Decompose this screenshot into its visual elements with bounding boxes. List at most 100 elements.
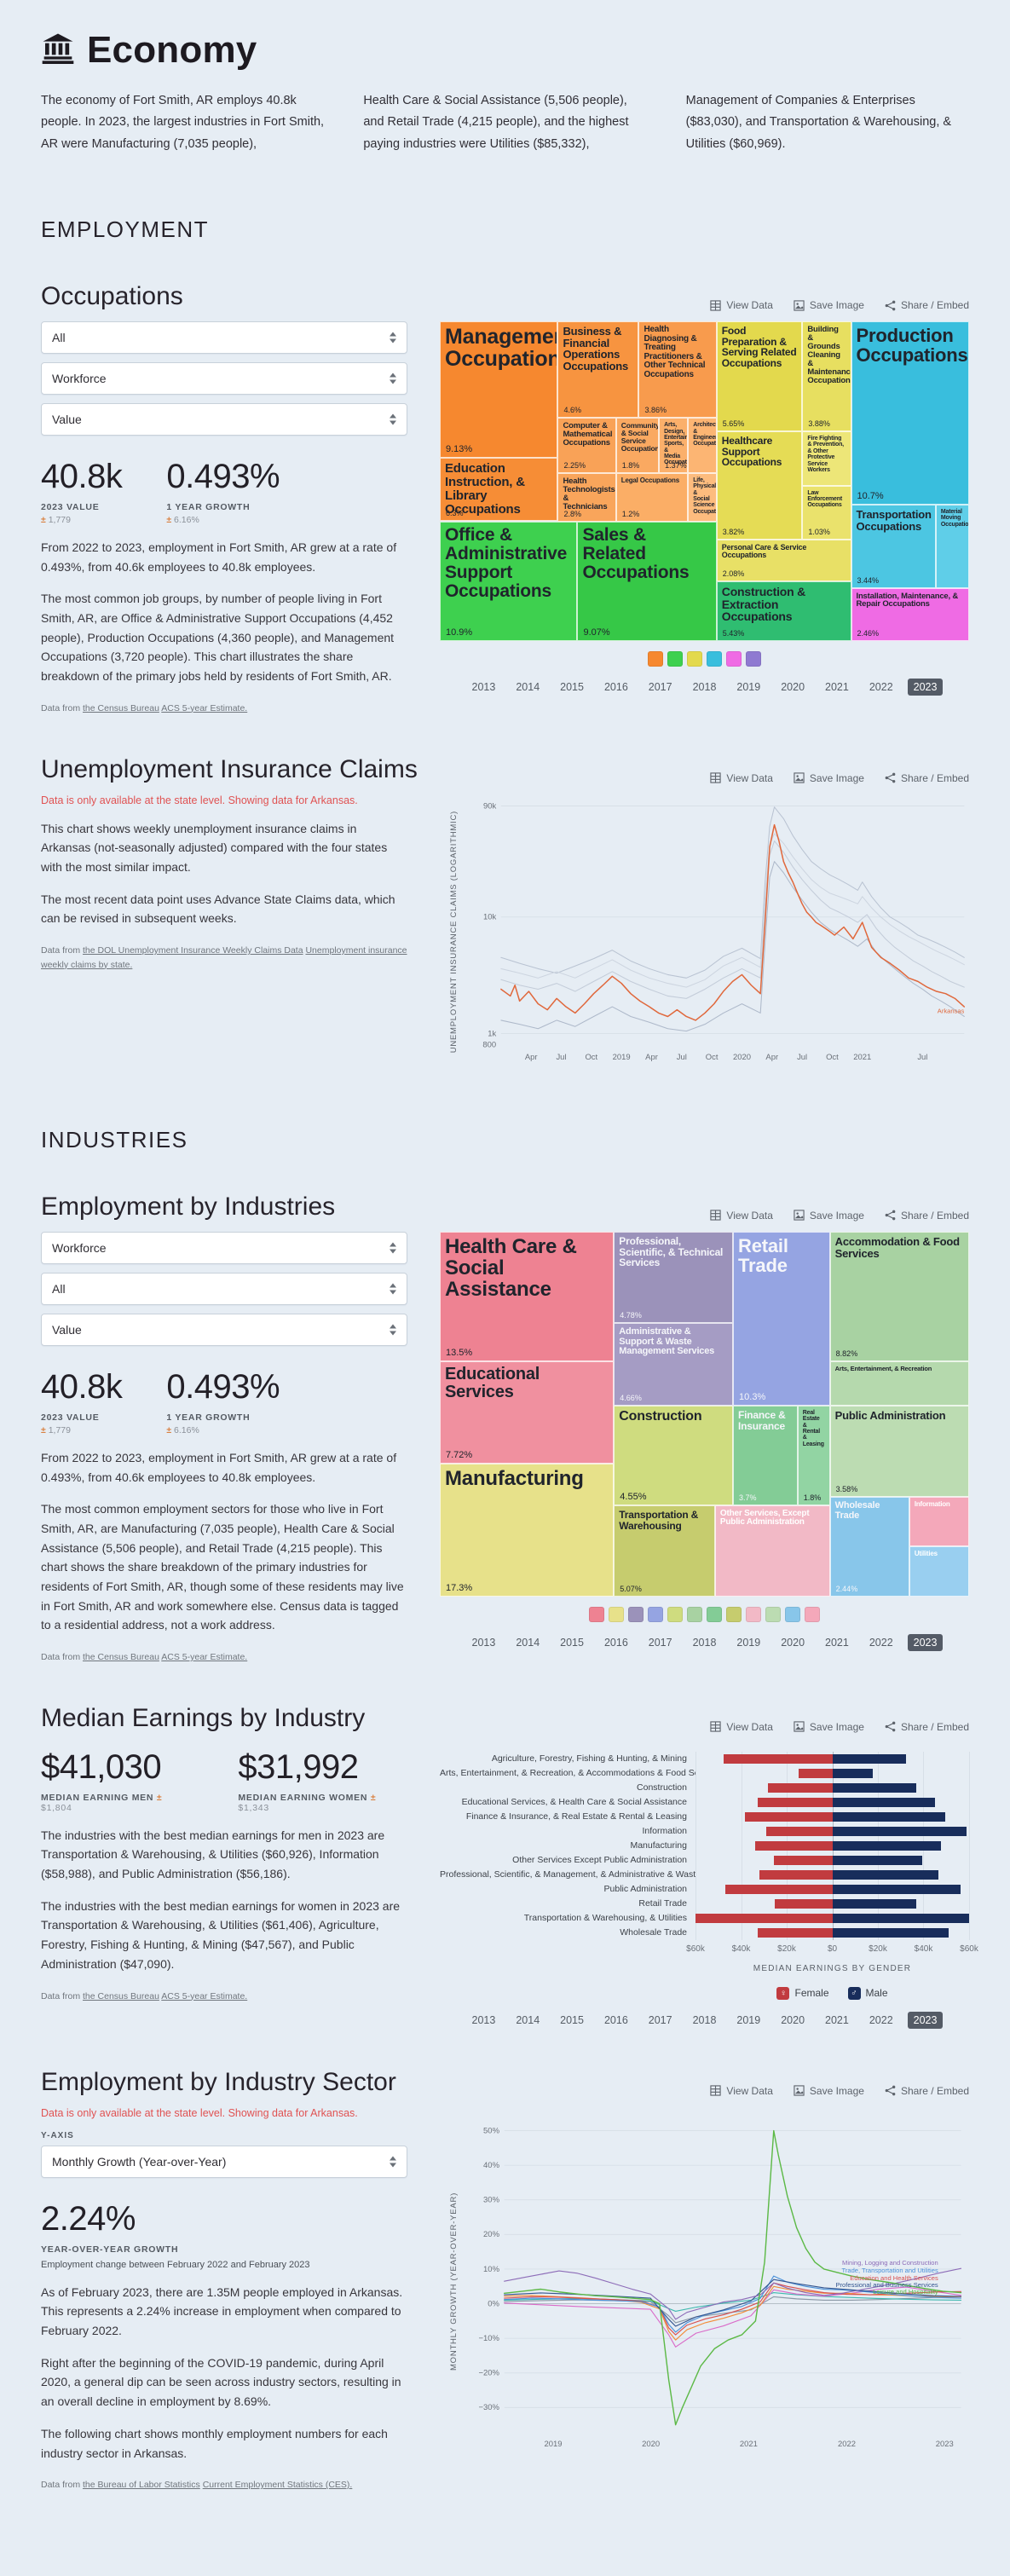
bar-male[interactable] [832,1826,967,1836]
series-mining-logging-and-construction[interactable] [504,2267,962,2320]
bar-female[interactable] [758,1927,833,1938]
treemap-tile-building-grounds-cleaning-maintenance-occu[interactable]: Building & Grounds Cleaning & Maintenanc… [802,321,851,432]
year-button-2016[interactable]: 2016 [603,2013,628,2026]
bar-female[interactable] [724,1753,833,1764]
view-data-button[interactable]: View Data [710,1210,773,1222]
bar-female[interactable] [724,1884,833,1894]
source-link[interactable]: the Census Bureau [83,702,159,713]
view-data-button[interactable]: View Data [710,1721,773,1733]
treemap-tile-production-occupations[interactable]: Production Occupations 10.7% [851,321,969,505]
treemap-tile-architecture-engineering-occupations[interactable]: Architecture & Engineering Occupations [688,418,717,473]
treemap-tile-utilities[interactable]: Utilities [909,1546,969,1597]
treemap-tile-community-social-service-occupations[interactable]: Community & Social Service Occupations 1.… [615,418,660,473]
occupations-filter-select[interactable]: All [41,321,407,355]
legend-swatch-9[interactable] [765,1606,781,1622]
share-embed-button[interactable]: Share / Embed [885,772,969,784]
industry-filter-select[interactable]: All [41,1272,407,1305]
legend-swatch-2[interactable] [628,1606,644,1622]
bar-female[interactable] [744,1811,833,1822]
source-link[interactable]: the Bureau of Labor Statistics [83,2480,200,2491]
year-button-2021[interactable]: 2021 [825,1636,849,1649]
treemap-tile-professional-scientific-technical-services[interactable]: Professional, Scientific, & Technical Se… [614,1231,734,1323]
save-image-button[interactable]: Save Image [794,2085,864,2097]
series-comparison-state-4[interactable] [500,833,965,988]
year-button-2014[interactable]: 2014 [516,1636,540,1649]
legend-swatch-5[interactable] [687,1606,702,1622]
bar-male[interactable] [832,1811,946,1822]
save-image-button[interactable]: Save Image [794,772,864,784]
legend-swatch-4[interactable] [726,651,742,667]
legend-swatch-8[interactable] [746,1606,761,1622]
source-link[interactable]: the Census Bureau [83,1990,159,2001]
year-button-2014[interactable]: 2014 [516,2013,540,2026]
bar-female[interactable] [775,1898,833,1909]
treemap-tile-accommodation-food-services[interactable]: Accommodation & Food Services 8.82% [829,1231,969,1361]
year-button-2018[interactable]: 2018 [692,1636,717,1649]
year-button-2013[interactable]: 2013 [471,1636,496,1649]
legend-swatch-0[interactable] [648,651,663,667]
save-image-button[interactable]: Save Image [794,1210,864,1222]
year-button-2019[interactable]: 2019 [736,681,761,694]
treemap-tile-administrative-support-waste-management-se[interactable]: Administrative & Support & Waste Managem… [614,1322,734,1406]
treemap-tile-education-instruction-library-occupations[interactable]: Education Instruction, & Library Occupat… [440,458,558,522]
bar-male[interactable] [832,1869,939,1880]
treemap-tile-material-moving-occupations[interactable]: Material Moving Occupations [935,505,969,588]
treemap-tile-sales-related-occupations[interactable]: Sales & Related Occupations 9.07% [577,521,717,642]
share-embed-button[interactable]: Share / Embed [885,299,969,311]
source-link[interactable]: ACS 5-year Estimate. [161,1990,248,2001]
series-arkansas[interactable] [500,823,966,1021]
treemap-tile-health-technologists-technicians[interactable]: Health Technologists & Technicians 2.8% [557,472,616,522]
treemap-tile-life-physical-social-science-occupations[interactable]: Life, Physical, & Social Science Occupat… [688,472,717,522]
treemap-tile-personal-care-service-occupations[interactable]: Personal Care & Service Occupations 2.08% [716,539,851,581]
bar-male[interactable] [832,1927,949,1938]
legend-swatch-3[interactable] [648,1606,663,1622]
sector-yaxis-select[interactable]: Monthly Growth (Year-over-Year) [41,2145,407,2178]
treemap-tile-health-care-social-assistance[interactable]: Health Care & Social Assistance 13.5% [440,1231,615,1361]
treemap-tile-transportation-occupations[interactable]: Transportation Occupations 3.44% [851,505,936,588]
bar-female[interactable] [798,1768,833,1778]
year-button-2018[interactable]: 2018 [692,2013,717,2026]
bar-female[interactable] [758,1797,833,1807]
bar-female[interactable] [695,1913,833,1923]
treemap-tile-other-services-except-public-administratio[interactable]: Other Services, Except Public Administra… [714,1505,830,1597]
legend-female[interactable]: ♀ Female [776,1986,829,2000]
series-comparison-state-3[interactable] [500,860,965,1031]
year-button-2016[interactable]: 2016 [603,681,628,694]
legend-swatch-0[interactable] [589,1606,604,1622]
treemap-tile-food-preparation-serving-related-occupatio[interactable]: Food Preparation & Serving Related Occup… [716,321,803,432]
treemap-tile-construction[interactable]: Construction 4.55% [614,1406,734,1505]
legend-swatch-7[interactable] [726,1606,742,1622]
legend-swatch-5[interactable] [746,651,761,667]
year-button-2017[interactable]: 2017 [648,1636,672,1649]
bar-male[interactable] [832,1840,942,1851]
treemap-tile-finance-insurance[interactable]: Finance & Insurance 3.7% [733,1406,798,1505]
year-button-2020[interactable]: 2020 [781,2013,805,2026]
treemap-tile-real-estate-rental-leasing[interactable]: Real Estate & Rental & Leasing 1.8% [797,1406,830,1505]
year-button-2021[interactable]: 2021 [825,681,849,694]
source-link[interactable]: Current Employment Statistics (CES). [202,2480,353,2491]
treemap-tile-public-administration[interactable]: Public Administration 3.58% [829,1406,969,1498]
view-data-button[interactable]: View Data [710,2085,773,2097]
legend-swatch-11[interactable] [805,1606,820,1622]
bar-male[interactable] [832,1855,922,1865]
treemap-tile-wholesale-trade[interactable]: Wholesale Trade 2.44% [829,1497,909,1597]
bar-male[interactable] [832,1753,907,1764]
treemap-tile-arts-entertainment-recreation[interactable]: Arts, Entertainment, & Recreation [829,1360,969,1406]
year-button-2021[interactable]: 2021 [825,2013,849,2026]
treemap-tile-business-financial-operations-occupations[interactable]: Business & Financial Operations Occupati… [557,321,639,419]
treemap-tile-information[interactable]: Information [909,1497,969,1547]
year-button-2018[interactable]: 2018 [692,681,717,694]
bar-male[interactable] [832,1913,969,1923]
year-button-2022[interactable]: 2022 [869,1636,893,1649]
bar-male[interactable] [832,1768,874,1778]
treemap-tile-transportation-warehousing[interactable]: Transportation & Warehousing 5.07% [614,1505,715,1597]
treemap-tile-retail-trade[interactable]: Retail Trade 10.3% [733,1231,830,1406]
treemap-tile-law-enforcement-occupations[interactable]: Law Enforcement Occupations 1.03% [802,485,851,540]
year-button-2014[interactable]: 2014 [516,681,540,694]
source-link[interactable]: ACS 5-year Estimate. [161,702,248,713]
treemap-tile-installation-maintenance-repair-occupation[interactable]: Installation, Maintenance, & Repair Occu… [851,587,969,642]
treemap-tile-computer-mathematical-occupations[interactable]: Computer & Mathematical Occupations 2.25% [557,418,616,473]
year-button-2020[interactable]: 2020 [781,681,805,694]
series-information[interactable] [504,2286,962,2348]
bar-male[interactable] [832,1884,961,1894]
